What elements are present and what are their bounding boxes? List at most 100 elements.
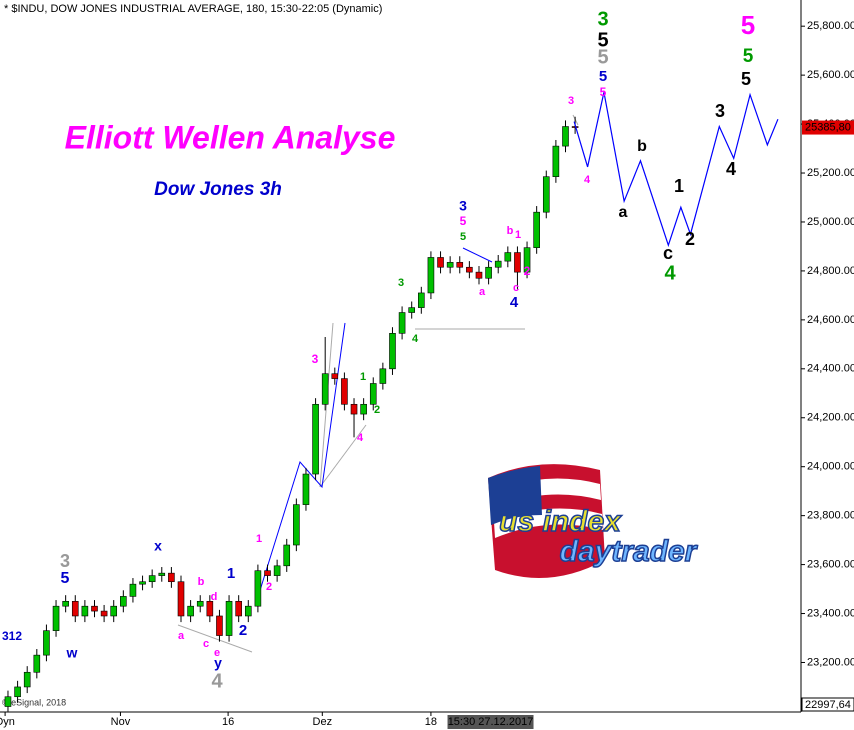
candle-body [341,378,348,405]
wave-label: 5 [597,29,608,51]
wave-label: 3 [597,8,608,30]
logo-text: daytrader [560,535,699,568]
wave-label: 3 [398,277,404,289]
candle-body [81,605,89,617]
wave-label: e [214,647,220,659]
candle-body [562,126,569,147]
y-tick-label: 25,200.00 [807,167,854,179]
candle-body [312,403,319,475]
candle-body [254,570,262,607]
candle-body [23,671,31,688]
trend-line [319,424,367,488]
candle-body [302,473,310,505]
candles [4,116,579,712]
trend-line [319,322,334,488]
candle-body [456,262,464,268]
y-tick-label: 23,200.00 [807,656,854,668]
logo: us index daytrader [488,464,699,578]
y-tick-label: 25,800.00 [807,20,854,32]
x-tick-label: 18 [425,716,437,728]
candle-body [158,572,166,576]
wave-label: y [214,655,222,671]
candle-body [437,257,444,268]
candle-body [4,696,12,707]
candle-body [360,403,367,415]
candle-body [542,176,550,213]
candle-body [273,565,281,576]
candle-body [379,368,387,384]
candle-body [100,610,108,617]
y-tick-label: 25,000.00 [807,216,854,228]
chart-title: * $INDU, DOW JONES INDUSTRIAL AVERAGE, 1… [4,3,382,15]
x-tick-label: Dez [313,716,333,728]
candle-body [418,292,425,308]
candle-body [244,605,252,617]
y-tick-label: 23,800.00 [807,510,854,522]
crosshair-box [447,715,534,729]
wave-label: 4 [357,432,364,444]
candle-body [168,572,175,583]
wave-label: d [211,591,218,603]
candle-body [14,686,21,698]
candle-body [177,581,185,617]
wave-label: c [203,638,209,650]
x-tick-label: Dyn [0,716,15,728]
candle-body [264,570,271,576]
candle-body [120,596,127,607]
wave-label: 5 [597,46,608,68]
wave-label: 1 [515,229,521,241]
y-tick-label: 23,400.00 [807,607,854,619]
logo-text: us index [499,505,622,538]
wave-label: 4 [412,333,419,345]
wave-label: b [637,138,647,155]
candle-body [369,383,377,405]
wave-line [256,322,346,601]
wave-label: 5 [743,46,754,67]
candle-body [398,312,406,334]
last-price-box [802,120,854,135]
wave-label: 2 [266,581,272,593]
projection-line [573,92,779,248]
ymin-label: 22997,64 [805,699,851,711]
candle-body [466,266,473,273]
wave-label: 4 [726,159,736,179]
wave-label: 1 [674,176,684,196]
wave-label: b [507,225,514,237]
candle-body [110,605,118,617]
candle-body [71,600,79,617]
wave-label: 5 [61,570,70,587]
y-tick-label: 25,600.00 [807,69,854,81]
wave-label: 1 [227,565,235,582]
wave-label: 4 [211,670,223,692]
wave-label: 5 [599,68,607,85]
x-tick-label: 16 [222,716,234,728]
wave-label: 2 [524,264,531,278]
wave-label: 5 [600,85,607,99]
wave-label: 4 [510,294,519,311]
candle-body [187,605,194,617]
wave-label: b [198,576,205,588]
trend-line [177,624,253,653]
y-tick-label: 24,600.00 [807,314,854,326]
candle-body [408,307,415,313]
candle-body [293,504,300,546]
wave-label: 4 [664,262,676,284]
candle-body [148,575,156,583]
candle-body [523,247,531,273]
wave-label: 5 [741,10,755,40]
wave-label: 5 [460,231,466,243]
candle-body [52,605,60,631]
flag-canton [488,466,542,525]
wave-label: 3 [715,101,725,121]
candle-body [331,373,339,379]
candle-body [196,600,204,607]
headline: Elliott Wellen Analyse [65,119,396,155]
wave-label: x [154,538,162,554]
wave-label: a [619,204,628,221]
y-tick-label: 24,200.00 [807,412,854,424]
wave-label: 3 [60,551,70,571]
wave-label: 2 [685,229,695,249]
wave-lines [256,247,493,601]
candle-body [283,544,291,567]
